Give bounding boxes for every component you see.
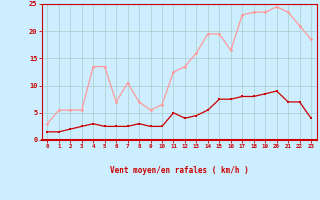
X-axis label: Vent moyen/en rafales ( km/h ): Vent moyen/en rafales ( km/h ): [110, 166, 249, 175]
